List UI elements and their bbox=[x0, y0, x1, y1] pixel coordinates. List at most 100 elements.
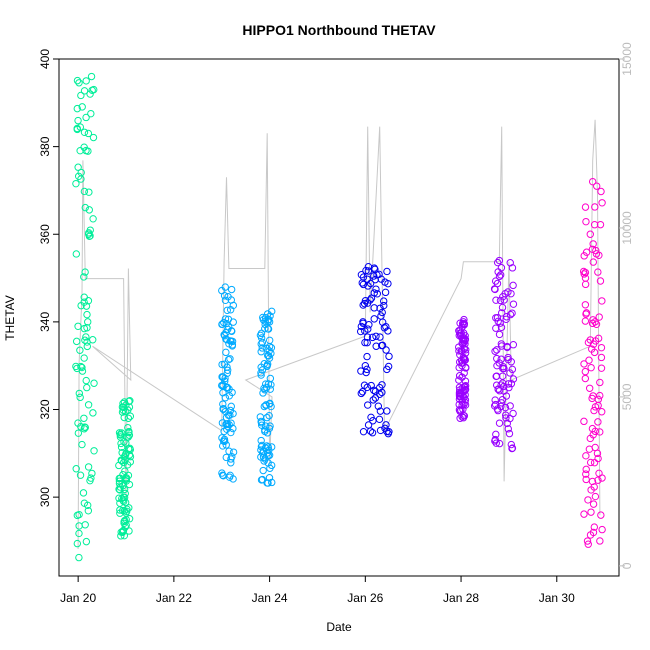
data-point bbox=[265, 336, 274, 345]
data-point bbox=[356, 327, 365, 336]
data-point bbox=[590, 221, 599, 229]
data-point bbox=[590, 523, 599, 531]
data-point bbox=[376, 333, 384, 341]
data-point bbox=[122, 509, 130, 517]
data-point bbox=[87, 109, 95, 118]
data-point bbox=[377, 341, 386, 350]
data-point bbox=[493, 258, 502, 267]
data-point bbox=[372, 285, 380, 293]
data-point bbox=[505, 429, 514, 438]
data-point bbox=[373, 290, 381, 298]
data-point bbox=[77, 91, 85, 100]
data-point bbox=[596, 391, 604, 400]
data-point bbox=[224, 315, 233, 323]
data-point bbox=[78, 440, 86, 449]
data-point bbox=[495, 256, 504, 265]
data-point bbox=[262, 383, 271, 392]
data-point bbox=[265, 411, 273, 420]
data-point bbox=[582, 217, 590, 226]
data-point bbox=[581, 317, 590, 325]
data-point bbox=[506, 402, 514, 410]
data-point bbox=[122, 477, 131, 485]
data-point bbox=[219, 405, 227, 414]
data-point bbox=[588, 245, 597, 253]
data-point bbox=[598, 408, 606, 416]
data-point bbox=[460, 393, 468, 402]
data-point bbox=[227, 285, 236, 294]
data-point bbox=[227, 402, 235, 411]
data-point bbox=[496, 296, 505, 305]
data-point bbox=[502, 414, 510, 422]
data-point bbox=[116, 483, 124, 491]
data-point bbox=[229, 475, 237, 483]
data-point bbox=[258, 475, 267, 484]
data-point bbox=[81, 521, 89, 529]
data-point bbox=[82, 77, 90, 85]
data-point bbox=[382, 346, 390, 354]
data-point bbox=[497, 355, 505, 363]
data-point bbox=[455, 388, 464, 397]
data-point bbox=[591, 203, 599, 211]
data-point bbox=[507, 379, 516, 388]
data-point bbox=[596, 428, 604, 436]
data-point bbox=[220, 332, 229, 340]
data-point bbox=[72, 250, 81, 258]
data-point bbox=[455, 347, 463, 355]
data-point bbox=[361, 361, 370, 370]
data-point bbox=[593, 449, 602, 458]
altitude-line bbox=[77, 119, 601, 550]
data-point bbox=[581, 301, 590, 309]
data-point bbox=[266, 464, 274, 472]
data-point bbox=[81, 423, 89, 431]
data-point bbox=[267, 402, 275, 411]
data-point bbox=[598, 525, 606, 534]
data-point bbox=[262, 401, 270, 410]
data-point bbox=[366, 296, 374, 304]
data-point bbox=[75, 79, 83, 87]
thetav-points bbox=[72, 72, 606, 562]
data-point bbox=[267, 344, 276, 352]
data-point bbox=[500, 296, 508, 304]
data-point bbox=[364, 282, 372, 290]
data-point bbox=[491, 400, 500, 409]
y2-tick-label: 10000 bbox=[620, 211, 634, 245]
data-point bbox=[502, 392, 511, 400]
data-point bbox=[579, 267, 588, 276]
data-point bbox=[384, 327, 392, 335]
data-point bbox=[588, 477, 597, 486]
data-point bbox=[266, 422, 274, 430]
data-point bbox=[89, 409, 97, 417]
data-point bbox=[362, 266, 370, 275]
data-point bbox=[75, 522, 83, 530]
data-point bbox=[229, 424, 237, 433]
data-point bbox=[83, 501, 92, 510]
data-point bbox=[371, 265, 379, 274]
data-point bbox=[362, 368, 370, 377]
data-point bbox=[491, 347, 499, 355]
data-point bbox=[74, 116, 82, 125]
data-point bbox=[593, 182, 601, 190]
data-point bbox=[84, 129, 93, 138]
y-tick-label: 340 bbox=[38, 312, 52, 332]
data-point bbox=[589, 316, 597, 324]
data-point bbox=[378, 388, 386, 397]
data-point bbox=[370, 315, 378, 323]
data-point bbox=[497, 402, 505, 411]
series-6 bbox=[490, 256, 518, 453]
data-point bbox=[455, 392, 464, 401]
data-point bbox=[122, 449, 130, 458]
data-point bbox=[597, 364, 606, 372]
data-point bbox=[266, 399, 274, 408]
data-point bbox=[82, 537, 91, 546]
data-point bbox=[73, 539, 82, 548]
data-point bbox=[370, 304, 378, 312]
data-point bbox=[495, 330, 504, 339]
data-point bbox=[263, 442, 271, 450]
data-point bbox=[257, 347, 265, 356]
data-point bbox=[582, 465, 590, 474]
data-point bbox=[594, 268, 602, 276]
data-point bbox=[384, 362, 393, 371]
data-point bbox=[73, 76, 82, 85]
data-point bbox=[498, 309, 506, 317]
data-point bbox=[359, 427, 368, 436]
